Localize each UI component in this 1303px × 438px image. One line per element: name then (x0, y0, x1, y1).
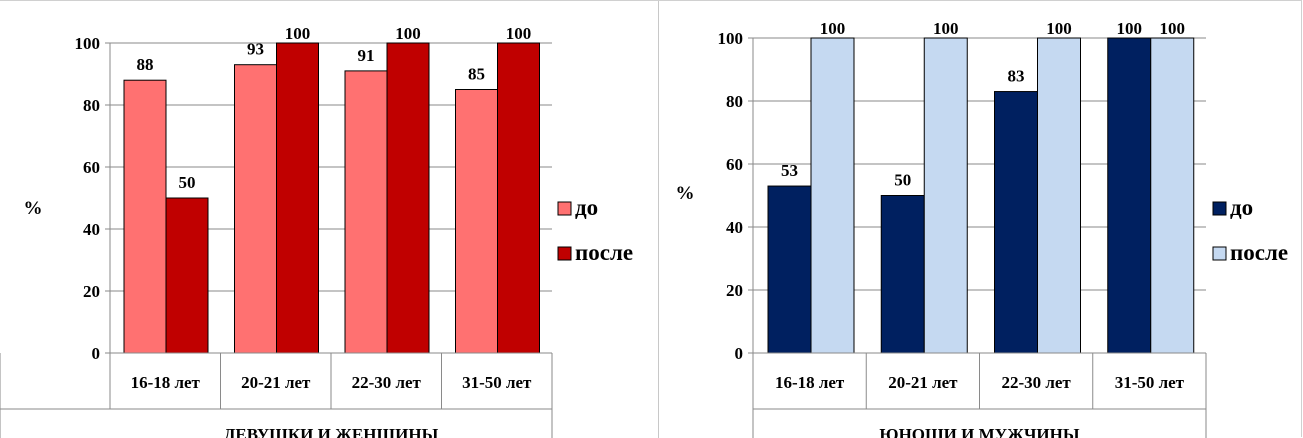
y-tick-label: 20 (83, 282, 100, 301)
legend-swatch (1212, 201, 1227, 216)
data-label: 100 (506, 24, 532, 43)
x-tick-label: 20-21 лет (888, 373, 958, 392)
bar-before (1107, 37, 1152, 354)
bar-before (880, 195, 925, 354)
y-tick-label: 80 (83, 96, 100, 115)
data-label: 100 (395, 24, 421, 43)
bar-before (455, 89, 498, 354)
bar-after (165, 197, 209, 354)
y-tick-label: 0 (735, 344, 744, 363)
y-tick-label: 0 (92, 344, 101, 363)
y-tick-label: 100 (75, 34, 101, 53)
bar-before (344, 70, 388, 354)
bar-before (234, 64, 277, 354)
bar-after (276, 42, 319, 354)
data-label: 100 (285, 24, 311, 43)
legend-label: после (1230, 240, 1288, 265)
bar-before (767, 185, 812, 354)
data-label: 93 (247, 40, 264, 59)
y-tick-label: 80 (726, 92, 743, 111)
x-tick-label: 16-18 лет (775, 373, 845, 392)
data-label: 53 (781, 161, 798, 180)
y-tick-label: 40 (83, 220, 100, 239)
chart-men-svg: 0 20 40 60 80 100 53 50 83 100 100 100 100 100 16-18 л… (676, 19, 1288, 438)
legend-label: после (575, 240, 633, 265)
data-label: 50 (894, 171, 911, 190)
y-tick-label: 60 (726, 155, 743, 174)
bar-after (386, 42, 430, 354)
chart-divider (658, 0, 659, 438)
legend-swatch (557, 201, 572, 216)
chart-women-svg: 0 20 40 60 80 100 88 93 91 85 50 100 100 100 16-18 лет… (0, 24, 633, 438)
data-label: 100 (1046, 19, 1072, 38)
bar-after (1037, 37, 1081, 354)
data-label: 85 (468, 65, 485, 84)
chart-men: 0 20 40 60 80 100 53 50 83 100 100 100 100 100 16-18 л… (660, 0, 1303, 438)
bar-after (923, 37, 968, 354)
y-tick-label: 20 (726, 281, 743, 300)
data-label: 50 (179, 173, 196, 192)
x-axis-title: ЮНОШИ И МУЖЧИНЫ (879, 425, 1079, 438)
y-axis-title: % (676, 183, 695, 204)
x-tick-label: 22-30 лет (352, 373, 422, 392)
data-label: 88 (137, 55, 154, 74)
bar-after (1150, 37, 1195, 354)
y-axis-title: % (24, 198, 43, 219)
data-label: 100 (1160, 19, 1186, 38)
x-tick-label: 22-30 лет (1001, 373, 1071, 392)
bar-after (810, 37, 855, 354)
data-label: 100 (933, 19, 959, 38)
x-axis-title: ДЕВУШКИ И ЖЕНЩИНЫ (224, 425, 439, 438)
legend-swatch (557, 246, 572, 261)
bar-before (123, 79, 167, 354)
y-tick-label: 60 (83, 158, 100, 177)
data-label: 100 (820, 19, 846, 38)
data-label: 100 (1117, 19, 1143, 38)
data-label: 91 (358, 46, 375, 65)
legend-label: до (1230, 195, 1253, 220)
legend-label: до (575, 195, 598, 220)
x-tick-label: 31-50 лет (1115, 373, 1185, 392)
y-tick-label: 100 (718, 29, 744, 48)
x-tick-label: 31-50 лет (462, 373, 532, 392)
chart-women: 0 20 40 60 80 100 88 93 91 85 50 100 100 100 16-18 лет… (0, 24, 633, 438)
legend-swatch (1212, 246, 1227, 261)
data-label: 83 (1008, 67, 1025, 86)
bar-before (994, 91, 1038, 354)
x-tick-label: 16-18 лет (131, 373, 201, 392)
bar-after (497, 42, 540, 354)
x-tick-label: 20-21 лет (241, 373, 311, 392)
y-tick-label: 40 (726, 218, 743, 237)
